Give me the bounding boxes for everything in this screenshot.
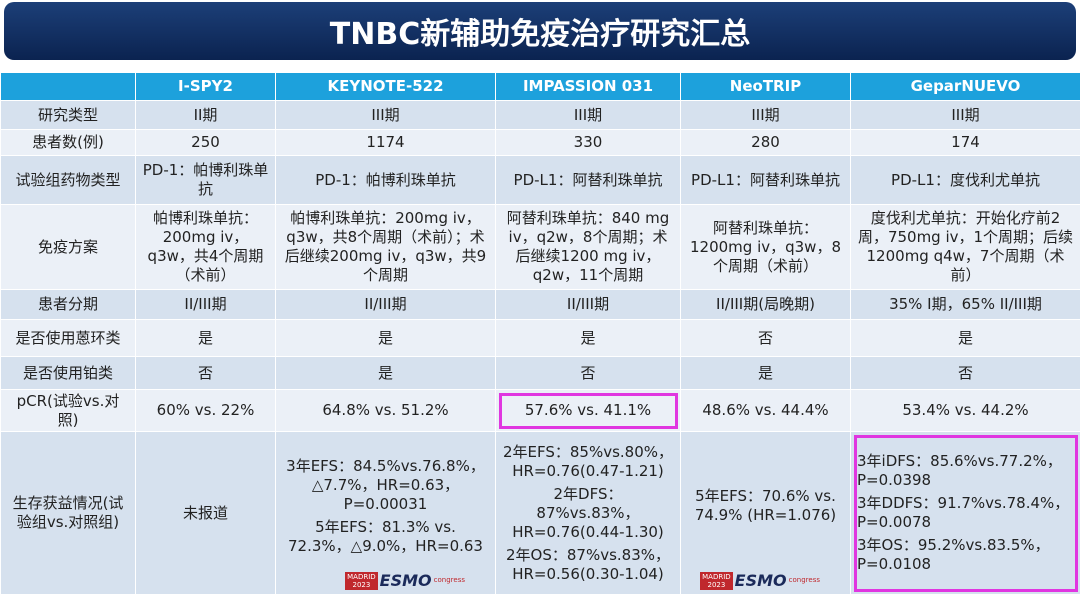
- column-header: KEYNOTE-522: [276, 73, 496, 101]
- table-row: 生存获益情况(试验组vs.对照组) 未报道 3年EFS：84.5%vs.76.8%，…: [1, 432, 1080, 595]
- cell: 否: [851, 357, 1080, 390]
- cell: 度伐利尤单抗：开始化疗前2周，750mg iv，1个周期；后续1200mg q4…: [851, 205, 1080, 290]
- cell: 250: [136, 130, 276, 156]
- cell: 53.4% vs. 44.2%: [851, 390, 1080, 432]
- cell: II期: [136, 101, 276, 130]
- cell-paragraph: 5年EFS：70.6% vs. 74.9% (HR=1.076): [687, 487, 844, 525]
- cell-paragraph: 2年DFS：87%vs.83%，HR=0.76(0.44-1.30): [502, 485, 674, 542]
- cell: 330: [496, 130, 681, 156]
- row-label: 试验组药物类型: [1, 156, 136, 205]
- title: TNBC新辅助免疫治疗研究汇总: [330, 9, 750, 53]
- cell: III期: [681, 101, 851, 130]
- cell: 280: [681, 130, 851, 156]
- row-label: pCR(试验vs.对照): [1, 390, 136, 432]
- row-label: 生存获益情况(试验组vs.对照组): [1, 432, 136, 595]
- cell: 帕博利珠单抗：200mg iv，q3w，共4个周期（术前）: [136, 205, 276, 290]
- logo-city-name: MADRID: [702, 573, 731, 581]
- cell: III期: [851, 101, 1080, 130]
- column-header: NeoTRIP: [681, 73, 851, 101]
- cell: PD-L1：阿替利珠单抗: [496, 156, 681, 205]
- logo-suffix: congress: [434, 571, 465, 590]
- row-label: 患者分期: [1, 290, 136, 320]
- cell-paragraph: 3年OS：95.2%vs.83.5%，P=0.0108: [857, 536, 1074, 574]
- cell-paragraph: 未报道: [142, 504, 269, 523]
- cell: 35% I期，65% II/III期: [851, 290, 1080, 320]
- cell: 否: [136, 357, 276, 390]
- row-label: 患者数(例): [1, 130, 136, 156]
- cell-paragraph: 3年EFS：84.5%vs.76.8%，△7.7%，HR=0.63，P=0.00…: [282, 457, 489, 514]
- cell-paragraph: 3年iDFS：85.6%vs.77.2%，P=0.0398: [857, 452, 1074, 490]
- column-header: GeparNUEVO: [851, 73, 1080, 101]
- logo-name: ESMO: [735, 571, 787, 590]
- cell: 64.8% vs. 51.2%: [276, 390, 496, 432]
- cell: II/III期(局晚期): [681, 290, 851, 320]
- cell: 174: [851, 130, 1080, 156]
- cell: 57.6% vs. 41.1%: [496, 390, 681, 432]
- cell: PD-1：帕博利珠单抗: [136, 156, 276, 205]
- cell: 1174: [276, 130, 496, 156]
- cell-paragraph: 5年EFS：81.3% vs. 72.3%，△9.0%，HR=0.63: [282, 518, 489, 556]
- logo-year: 2023: [702, 581, 731, 589]
- cell: II/III期: [136, 290, 276, 320]
- cell: III期: [276, 101, 496, 130]
- title-bar: TNBC新辅助免疫治疗研究汇总: [4, 2, 1076, 60]
- logo-name: ESMO: [380, 571, 432, 590]
- cell: 60% vs. 22%: [136, 390, 276, 432]
- cell: 阿替利珠单抗：1200mg iv，q3w，8个周期（术前）: [681, 205, 851, 290]
- cell-paragraph: 3年DDFS：91.7%vs.78.4%，P=0.0078: [857, 494, 1074, 532]
- cell: 是: [496, 320, 681, 357]
- column-header: I-SPY2: [136, 73, 276, 101]
- cell: III期: [496, 101, 681, 130]
- cell: 是: [851, 320, 1080, 357]
- cell: 是: [136, 320, 276, 357]
- cell: 是: [681, 357, 851, 390]
- cell: 是: [276, 357, 496, 390]
- corner-cell: [1, 73, 136, 101]
- logo-year: 2023: [347, 581, 376, 589]
- cell: PD-1：帕博利珠单抗: [276, 156, 496, 205]
- table-row: pCR(试验vs.对照)60% vs. 22%64.8% vs. 51.2%57…: [1, 390, 1080, 432]
- cell-paragraph: 2年OS：87%vs.83%，HR=0.56(0.30-1.04): [502, 546, 674, 584]
- cell-paragraph: 2年EFS：85%vs.80%，HR=0.76(0.47-1.21): [502, 443, 674, 481]
- cell: 阿替利珠单抗：840 mg iv，q2w，8个周期；术后继续1200 mg iv…: [496, 205, 681, 290]
- cell: 帕博利珠单抗：200mg iv，q3w，共8个周期（术前）；术后继续200mg …: [276, 205, 496, 290]
- table-row: 是否使用铂类否是否是否: [1, 357, 1080, 390]
- cell: II/III期: [276, 290, 496, 320]
- cell: 3年iDFS：85.6%vs.77.2%，P=0.0398 3年DDFS：91.7…: [851, 432, 1080, 595]
- cell: 否: [496, 357, 681, 390]
- cell: PD-L1：阿替利珠单抗: [681, 156, 851, 205]
- cell: 是: [276, 320, 496, 357]
- logo-suffix: congress: [789, 571, 820, 590]
- cell: 未报道: [136, 432, 276, 595]
- table-row: 免疫方案帕博利珠单抗：200mg iv，q3w，共4个周期（术前）帕博利珠单抗：…: [1, 205, 1080, 290]
- cell: 否: [681, 320, 851, 357]
- cell: 2年EFS：85%vs.80%，HR=0.76(0.47-1.21) 2年DFS：…: [496, 432, 681, 595]
- cell: PD-L1：度伐利尤单抗: [851, 156, 1080, 205]
- table-row: 是否使用蒽环类是是是否是: [1, 320, 1080, 357]
- row-label: 免疫方案: [1, 205, 136, 290]
- column-header: IMPASSION 031: [496, 73, 681, 101]
- row-label: 是否使用蒽环类: [1, 320, 136, 357]
- row-label: 研究类型: [1, 101, 136, 130]
- cell: 48.6% vs. 44.4%: [681, 390, 851, 432]
- cell: II/III期: [496, 290, 681, 320]
- logo-city-name: MADRID: [347, 573, 376, 581]
- row-label: 是否使用铂类: [1, 357, 136, 390]
- cell: 3年EFS：84.5%vs.76.8%，△7.7%，HR=0.63，P=0.00…: [276, 432, 496, 595]
